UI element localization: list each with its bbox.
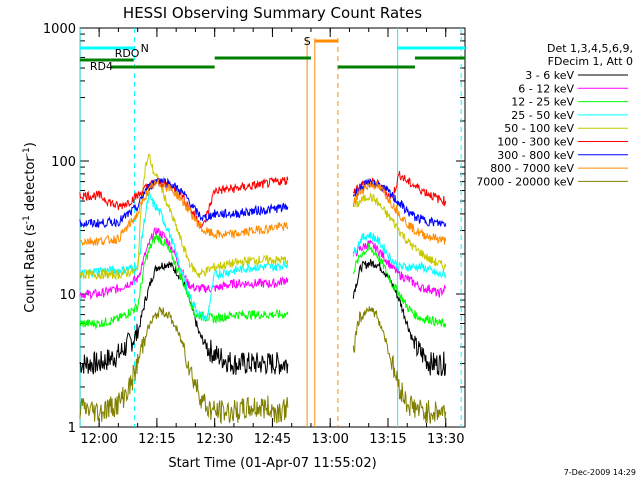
legend-entry-6: 300 - 800 keV [497, 149, 574, 162]
x-tick-label: 12:45 [254, 432, 291, 447]
rd4-flag-label: RD4 [90, 60, 113, 73]
x-axis-label: Start Time (01-Apr-07 11:55:02) [168, 456, 376, 471]
x-tick-label: 12:00 [80, 432, 117, 447]
x-tick-label: 13:30 [427, 432, 464, 447]
legend-entry-8: 7000 - 20000 keV [476, 175, 574, 188]
series-line-2-b [352, 242, 447, 329]
series-line-4-a [79, 153, 289, 281]
legend-entry-0: 3 - 6 keV [525, 69, 574, 82]
series-line-4-b [352, 193, 447, 272]
series-line-6-b [352, 177, 447, 228]
legend-entry-5: 100 - 300 keV [497, 136, 574, 149]
legend-entry-2: 12 - 25 keV [511, 96, 574, 109]
x-tick-label: 13:00 [311, 432, 348, 447]
y-tick-label: 1 [68, 421, 76, 436]
legend-entry-7: 800 - 7000 keV [490, 162, 574, 175]
x-tick-label: 12:15 [138, 432, 175, 447]
rdo-flag-label: RDO [115, 47, 140, 60]
y-tick-label: 1000 [43, 22, 76, 37]
series-line-8-a [79, 306, 289, 425]
s-flag-label: S [304, 35, 311, 48]
legend-entry-3: 25 - 50 keV [511, 109, 574, 122]
x-tick-label: 13:15 [369, 432, 406, 447]
y-tick-label: 10 [59, 288, 76, 303]
series-line-8-b [352, 306, 447, 424]
legend-header-1: Det 1,3,4,5,6,9, [547, 42, 633, 55]
series-line-7-b [352, 180, 447, 245]
chart-title: HESSI Observing Summary Count Rates [123, 4, 422, 22]
legend-entry-4: 50 - 100 keV [504, 122, 574, 135]
series-line-3-a [79, 190, 289, 322]
x-tick-label: 12:30 [196, 432, 233, 447]
night-flag-label: N [141, 42, 149, 55]
y-tick-label: 100 [51, 155, 76, 170]
series-line-2-a [79, 234, 289, 330]
legend-entry-1: 6 - 12 keV [518, 82, 574, 95]
series-line-6-a [79, 176, 289, 229]
generation-timestamp: 7-Dec-2009 14:29 [564, 468, 636, 477]
legend-header-2: FDecim 1, Att 0 [548, 55, 633, 68]
y-axis-label: Count Rate (s-1 detector-1) [22, 142, 38, 313]
series-line-3-b [352, 231, 447, 279]
series-line-7-a [79, 179, 289, 247]
